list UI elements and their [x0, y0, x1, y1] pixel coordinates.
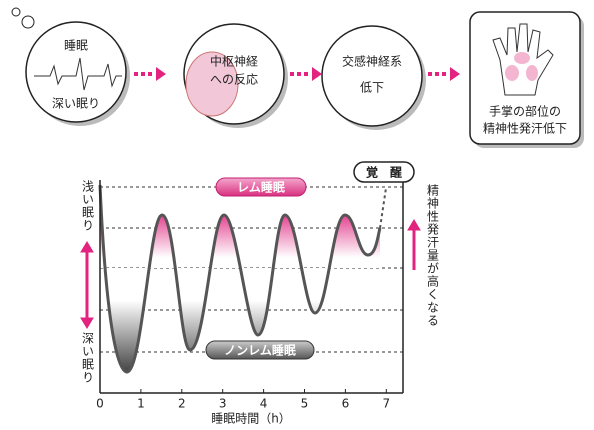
sleep-curve: [98, 184, 382, 374]
y-bottom-label: 深い眠り: [81, 332, 95, 384]
step-text: 低下: [360, 81, 384, 95]
y-top-label: 浅い眠り: [81, 180, 95, 232]
flow: [11, 7, 584, 148]
x-tick-label: 4: [260, 397, 268, 411]
step-text: 精神性発汗低下: [483, 122, 567, 136]
sweat-arrow: [407, 219, 421, 270]
x-tick-label: 7: [382, 397, 390, 411]
wake-pill: [353, 161, 415, 183]
bubble: [21, 15, 35, 29]
x-tick-label: 0: [96, 397, 104, 411]
x-tick-label: 5: [301, 397, 309, 411]
side-label: 精神性発汗量が高くなる: [426, 184, 440, 327]
step-circle: [25, 21, 127, 123]
step-text: 手掌の部位の: [489, 104, 561, 119]
step-text: 交感神経系: [342, 54, 402, 69]
step-text: 深い眠り: [52, 97, 100, 111]
step-text: 中枢神経: [210, 54, 258, 69]
x-tick-label: 3: [219, 397, 227, 411]
rem-pill: [215, 177, 307, 197]
step-text: 睡眠: [64, 39, 88, 53]
x-tick-label: 6: [342, 397, 350, 411]
wake-curve: [379, 187, 387, 229]
x-label: 睡眠時間（h）: [211, 412, 291, 426]
nrem-label: ノンレム睡眠: [224, 343, 296, 358]
bubble: [11, 7, 21, 17]
x-tick-label: 1: [137, 397, 145, 411]
wake-label: 覚 醒: [366, 165, 402, 180]
nrem-pill: [205, 340, 315, 360]
curve-fill: [100, 185, 380, 372]
x-tick-label: 2: [178, 397, 186, 411]
step-circle: [321, 25, 423, 127]
step-text: への反応: [210, 73, 258, 87]
flow-arrows: [134, 67, 460, 81]
rem-label: レム睡眠: [237, 180, 285, 195]
depth-arrow: [80, 241, 94, 329]
